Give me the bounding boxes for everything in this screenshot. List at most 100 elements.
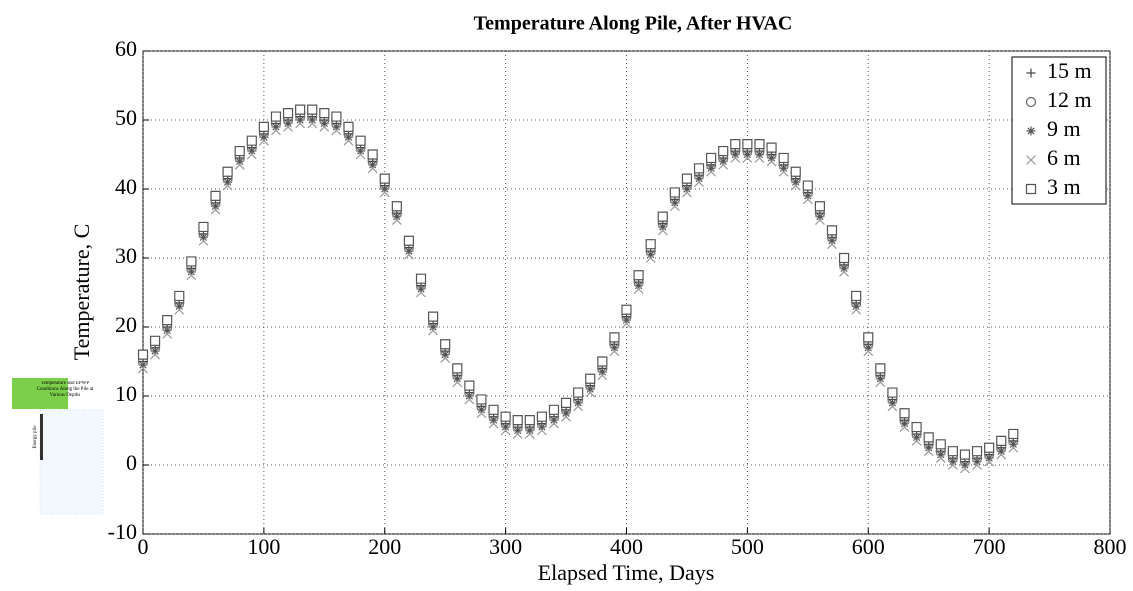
data-point bbox=[706, 152, 717, 164]
data-point bbox=[235, 156, 245, 166]
data-point bbox=[331, 125, 342, 136]
inset-thumbnail: Temperature and EPWP Conditions Along th… bbox=[12, 378, 104, 515]
inset-caption: Temperature and EPWP Conditions Along th… bbox=[36, 381, 94, 398]
data-point bbox=[428, 311, 439, 322]
data-point bbox=[730, 139, 741, 150]
data-point bbox=[826, 225, 838, 236]
data-point bbox=[791, 177, 801, 187]
data-point bbox=[669, 201, 680, 212]
data-point bbox=[645, 239, 656, 250]
data-point bbox=[137, 349, 149, 360]
data-point bbox=[694, 174, 704, 184]
legend-label: 15 m bbox=[1047, 58, 1092, 83]
data-point bbox=[947, 446, 958, 457]
data-point bbox=[138, 363, 148, 374]
chart-title: Temperature Along Pile, After HVAC bbox=[474, 13, 793, 35]
data-point bbox=[802, 194, 813, 205]
data-point bbox=[380, 184, 390, 194]
data-point bbox=[331, 111, 342, 122]
data-point bbox=[186, 267, 196, 277]
data-point bbox=[258, 135, 269, 146]
data-point bbox=[174, 301, 184, 311]
data-point bbox=[935, 453, 946, 464]
data-point bbox=[597, 356, 608, 367]
data-point bbox=[1008, 442, 1019, 453]
data-point bbox=[657, 211, 668, 222]
data-point bbox=[174, 304, 185, 315]
data-point bbox=[838, 252, 850, 264]
data-point bbox=[766, 142, 777, 153]
data-point bbox=[150, 346, 160, 356]
data-point bbox=[271, 122, 281, 132]
data-point bbox=[247, 146, 257, 156]
data-point bbox=[416, 287, 426, 298]
data-point bbox=[549, 415, 559, 425]
data-point bbox=[827, 236, 837, 246]
data-point bbox=[198, 221, 209, 233]
data-point bbox=[863, 332, 874, 343]
x-tick-label: 700 bbox=[973, 534, 1006, 559]
data-point bbox=[222, 180, 233, 191]
data-point bbox=[428, 325, 439, 336]
y-tick-label: 40 bbox=[115, 174, 137, 199]
data-point bbox=[500, 425, 511, 436]
data-point bbox=[307, 118, 318, 129]
data-point bbox=[959, 449, 971, 460]
data-point bbox=[960, 463, 970, 474]
data-point bbox=[307, 104, 318, 115]
legend-label: 12 m bbox=[1047, 87, 1092, 112]
data-point bbox=[912, 432, 922, 442]
data-point bbox=[851, 301, 861, 311]
data-point bbox=[585, 387, 596, 398]
data-point bbox=[887, 387, 898, 398]
data-point bbox=[391, 201, 402, 212]
data-point bbox=[851, 304, 862, 315]
data-point bbox=[754, 139, 765, 150]
data-point bbox=[368, 160, 378, 170]
data-point bbox=[379, 187, 390, 198]
data-point bbox=[754, 153, 765, 163]
data-point bbox=[392, 212, 402, 222]
data-point bbox=[742, 150, 752, 159]
data-point bbox=[561, 408, 571, 418]
data-point bbox=[984, 442, 995, 453]
data-point bbox=[585, 373, 596, 384]
data-point bbox=[404, 246, 414, 256]
data-point bbox=[779, 163, 789, 173]
data-point bbox=[500, 411, 511, 422]
data-point bbox=[319, 108, 330, 119]
y-tick-label: 0 bbox=[126, 450, 137, 475]
data-point bbox=[875, 377, 886, 388]
data-point bbox=[343, 121, 354, 132]
data-point bbox=[996, 449, 1007, 460]
data-point bbox=[391, 215, 402, 225]
data-point bbox=[379, 173, 390, 184]
data-point bbox=[718, 156, 728, 166]
data-point bbox=[186, 270, 197, 281]
legend-marker bbox=[1025, 96, 1037, 108]
data-point bbox=[234, 159, 245, 170]
data-point bbox=[682, 184, 692, 194]
data-point bbox=[936, 450, 946, 460]
data-point bbox=[597, 370, 608, 381]
x-tick-label: 0 bbox=[138, 534, 149, 559]
x-axis-label: Elapsed Time, Days bbox=[538, 560, 715, 585]
data-point bbox=[524, 429, 535, 439]
data-point bbox=[501, 422, 511, 432]
legend-label: 9 m bbox=[1047, 116, 1081, 141]
data-point bbox=[924, 443, 934, 453]
data-point bbox=[803, 191, 813, 201]
data-point bbox=[319, 118, 329, 128]
data-point bbox=[911, 421, 922, 433]
data-point bbox=[1008, 439, 1018, 449]
y-tick-label: 60 bbox=[115, 36, 137, 61]
data-point bbox=[814, 201, 825, 212]
data-point bbox=[960, 460, 970, 470]
data-point bbox=[210, 204, 221, 215]
data-point bbox=[162, 315, 173, 326]
data-point bbox=[162, 328, 173, 339]
data-point bbox=[899, 408, 910, 419]
data-point bbox=[548, 404, 560, 415]
y-axis-label: Temperature, C bbox=[69, 224, 94, 361]
